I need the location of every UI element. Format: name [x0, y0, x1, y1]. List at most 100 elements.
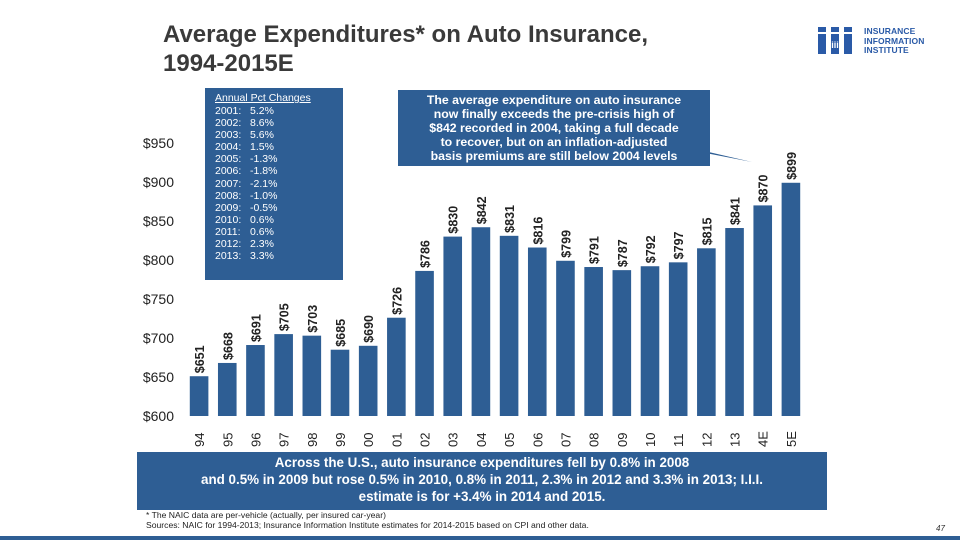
y-tick-label: $850: [143, 213, 174, 229]
x-tick-label: 4E: [756, 431, 771, 447]
bar-value-label: $870: [757, 175, 771, 203]
annual-pct-item: 2005: -1.3%: [215, 153, 277, 165]
bar-value-label: $726: [390, 287, 404, 315]
bar-97: [274, 334, 293, 416]
annual-pct-year: 2013:: [215, 250, 242, 263]
x-tick-label: 95: [220, 433, 235, 447]
annual-pct-value: -1.8%: [250, 165, 278, 178]
x-tick-label: 5E: [784, 431, 799, 447]
summary-line-1: Across the U.S., auto insurance expendit…: [274, 455, 690, 470]
bar-08: [584, 267, 603, 416]
annual-pct-year: 2012:: [215, 238, 242, 251]
x-tick-label: 96: [248, 433, 263, 447]
bar-96: [246, 345, 265, 416]
x-tick-label: 94: [192, 433, 207, 447]
annual-pct-value: -1.0%: [250, 189, 278, 202]
y-tick-label: $650: [143, 369, 174, 385]
annual-pct-value: 5.6%: [250, 129, 274, 142]
x-tick-label: 13: [728, 433, 743, 447]
annual-pct-year: 2004:: [215, 141, 242, 154]
bar-09: [612, 270, 632, 416]
x-tick-label: 97: [277, 433, 292, 447]
annual-pct-changes-list: 2001: 5.2% 2002: 8.6% 2003: 5.6% 2004: 1.5% 2005…: [215, 105, 277, 262]
annual-pct-value: 5.2%: [250, 105, 274, 117]
bar-value-label: $842: [475, 196, 489, 224]
bar-value-label: $703: [306, 305, 320, 333]
bar-value-label: $815: [700, 217, 714, 245]
bar-value-label: $791: [588, 236, 602, 264]
y-axis: $600 $650 $700 $750 $800 $850 $900 $950: [143, 135, 174, 424]
x-tick-label: 02: [418, 433, 433, 447]
logo-mark-text: iii: [831, 40, 839, 50]
callout-line-4: to recover, but on an inflation-adjusted: [440, 135, 668, 149]
bar-value-label: $787: [616, 239, 630, 267]
annual-pct-item: 2010: 0.6%: [215, 214, 277, 226]
bar-12: [697, 248, 716, 416]
callout-line-2: now finally exceeds the pre-crisis high …: [433, 107, 675, 121]
logo-line-1: INSURANCE: [864, 26, 916, 36]
page-title: Average Expenditures* on Auto Insurance,…: [163, 20, 783, 78]
x-tick-label: 98: [305, 433, 320, 447]
x-tick-label: 06: [530, 433, 545, 447]
x-tick-label: 11: [671, 434, 686, 448]
annual-pct-item: 2013: 3.3%: [215, 250, 277, 262]
callout-line-1: The average expenditure on auto insuranc…: [426, 93, 682, 107]
annual-pct-item: 2006: -1.8%: [215, 165, 277, 177]
annual-pct-year: 2005:: [215, 153, 242, 166]
bar-value-label: $668: [221, 332, 235, 360]
bar-value-label: $841: [729, 197, 743, 225]
annual-pct-changes-heading: Annual Pct Changes: [215, 92, 311, 104]
bar-4E: [753, 205, 773, 416]
x-tick-label: 05: [502, 433, 517, 447]
bar-value-label: $685: [334, 319, 348, 347]
bar-99: [330, 349, 350, 416]
x-tick-label: 03: [446, 433, 461, 447]
bar-value-label: $792: [644, 235, 658, 263]
x-tick-label: 04: [474, 433, 489, 447]
bar-value-label: $797: [672, 231, 686, 259]
bar-00: [358, 345, 378, 416]
bar-01: [387, 317, 406, 416]
annual-pct-year: 2008:: [215, 189, 242, 202]
y-tick-label: $900: [143, 174, 174, 190]
bottom-rule: [0, 536, 960, 540]
summary-line-3: estimate is for +3.4% in 2014 and 2015.: [358, 489, 606, 504]
x-axis: 94 95 96 97 98 99 00 01 02 03 04 05 06 07 08 09 10 11 12 13…: [192, 431, 799, 447]
summary-banner: Across the U.S., auto insurance expendit…: [137, 452, 827, 510]
bar-04: [471, 227, 491, 416]
annual-pct-item: 2012: 2.3%: [215, 238, 277, 250]
annual-pct-item: 2008: -1.0%: [215, 190, 277, 202]
title-line-2: 1994-2015E: [163, 50, 294, 77]
annual-pct-year: 2009:: [215, 201, 242, 214]
annual-pct-value: 8.6%: [250, 117, 274, 130]
annual-pct-item: 2011: 0.6%: [215, 226, 277, 238]
bar-03: [443, 236, 463, 416]
annual-pct-year: 2003:: [215, 129, 242, 142]
annual-pct-year: 2002:: [215, 117, 242, 130]
bar-value-label: $799: [559, 230, 573, 258]
annual-pct-value: 3.3%: [250, 250, 274, 263]
annual-pct-year: 2001:: [215, 105, 242, 117]
annual-pct-year: 2007:: [215, 177, 242, 190]
bar-07: [556, 260, 575, 416]
annual-pct-item: 2003: 5.6%: [215, 129, 277, 141]
x-tick-label: 07: [558, 433, 573, 447]
callout-line-5: basis premiums are still below 2004 leve…: [430, 149, 678, 163]
iii-logo: iii INSURANCE INFORMATION INSTITUTE: [816, 26, 956, 60]
y-tick-label: $750: [143, 291, 174, 307]
annual-pct-value: 0.6%: [250, 225, 274, 238]
bar-value-label: $830: [447, 206, 461, 234]
logo-line-3: INSTITUTE: [864, 45, 909, 55]
iii-logo-icon: iii: [818, 27, 852, 54]
annual-pct-item: 2004: 1.5%: [215, 141, 277, 153]
annual-pct-value: -1.3%: [250, 153, 278, 166]
x-tick-label: 10: [643, 433, 658, 447]
x-tick-label: 99: [333, 433, 348, 447]
bar-5E: [781, 182, 801, 416]
bar-05: [499, 235, 519, 416]
bar-value-label: $786: [419, 240, 433, 268]
annual-pct-changes-panel: Annual Pct Changes 2001: 5.2% 2002: 8.6% 200…: [205, 88, 343, 280]
bar-10: [640, 266, 660, 416]
annual-pct-item: 2009: -0.5%: [215, 202, 277, 214]
